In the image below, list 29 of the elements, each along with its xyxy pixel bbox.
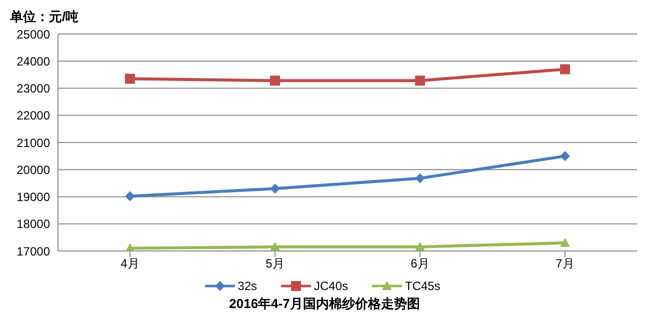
legend-label: 32s (236, 279, 257, 293)
y-tick-label: 24000 (16, 54, 50, 68)
legend-label: JC40s (313, 279, 348, 293)
point (415, 76, 425, 86)
x-tick-label: 6月 (410, 256, 430, 271)
point (560, 64, 570, 74)
text: 2016年4-7月国内棉纱价格走势图 (228, 295, 421, 313)
point (270, 242, 280, 251)
point (270, 184, 280, 194)
y-tick-label: 23000 (16, 82, 50, 96)
x-tick-label: 7月 (556, 256, 574, 271)
y-tick-label: 21000 (16, 136, 50, 150)
point (125, 74, 135, 84)
x-tick-label: 5月 (266, 256, 284, 271)
legend-label: TC45s (404, 279, 440, 293)
point (560, 151, 570, 162)
x-tick-label: 4月 (120, 256, 140, 271)
y-tick-label: 25000 (16, 27, 50, 42)
point (125, 191, 135, 202)
y-tick-label: 22000 (16, 108, 50, 123)
point (270, 76, 280, 86)
point (415, 173, 425, 184)
y-tick-label: 18000 (16, 217, 50, 232)
y-axis-title: 单位：元/吨 (10, 8, 79, 26)
y-tick-label: 20000 (16, 162, 50, 177)
y-tick-label: 19000 (16, 190, 50, 204)
point (560, 238, 570, 247)
y-tick-label: 17000 (16, 244, 50, 258)
point (415, 242, 425, 251)
